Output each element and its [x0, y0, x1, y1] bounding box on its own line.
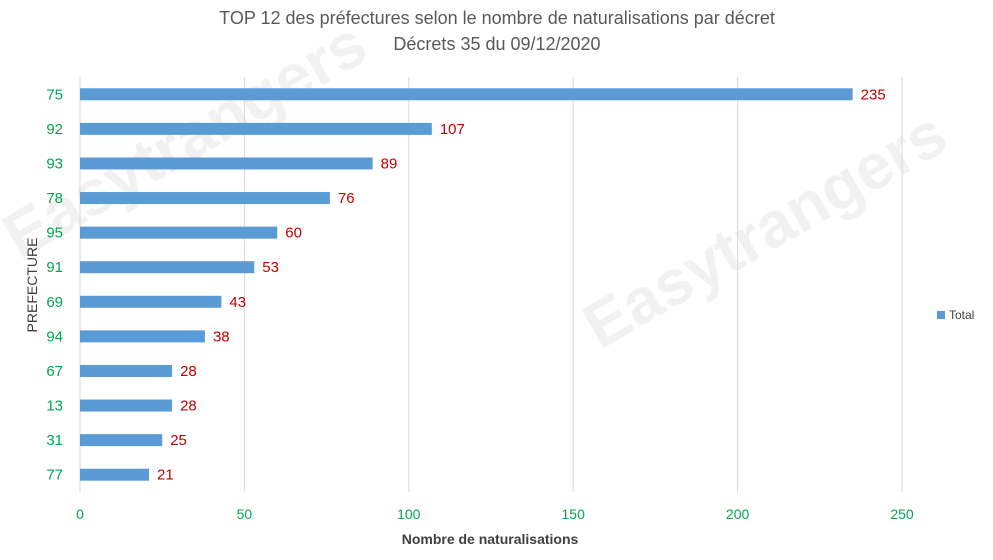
bar-75	[80, 88, 853, 101]
data-label: 60	[285, 225, 302, 242]
x-axis-title: Nombre de naturalisations	[402, 531, 579, 547]
bar-94	[80, 330, 205, 343]
data-label: 53	[262, 259, 279, 276]
bar-31	[80, 434, 163, 447]
y-tick-labels: 75 92 93 78 95 91 69 94 67 13 31 77	[46, 86, 63, 483]
chart-subtitle: Décrets 35 du 09/12/2020	[393, 34, 600, 54]
data-label: 21	[157, 467, 174, 484]
y-axis-title: PREFECTURE	[24, 238, 40, 333]
data-label: 235	[861, 86, 886, 103]
data-label: 25	[170, 432, 187, 449]
y-tick-label: 13	[46, 398, 63, 415]
bar-95	[80, 226, 278, 239]
x-tick-labels: 0 50 100 150 200 250	[76, 506, 914, 522]
y-tick-label: 95	[46, 225, 63, 242]
data-label: 89	[381, 155, 398, 172]
y-tick-label: 93	[46, 155, 63, 172]
bar-69	[80, 295, 222, 308]
y-tick-label: 67	[46, 363, 63, 380]
bar-78	[80, 192, 330, 205]
y-tick-label: 69	[46, 294, 63, 311]
data-label: 107	[440, 121, 465, 138]
y-tick-label: 91	[46, 259, 63, 276]
y-tick-label: 92	[46, 121, 63, 138]
data-label: 43	[229, 294, 246, 311]
x-tick-label: 200	[726, 506, 750, 522]
y-tick-label: 78	[46, 190, 63, 207]
y-tick-label: 77	[46, 467, 63, 484]
bar-91	[80, 261, 255, 274]
watermark: Easytrangers Easytrangers	[0, 7, 958, 362]
y-tick-label: 31	[46, 432, 63, 449]
bar-13	[80, 399, 173, 412]
grid	[79, 77, 903, 492]
legend: Total	[937, 308, 974, 322]
bars	[80, 88, 853, 481]
data-label: 28	[180, 398, 197, 415]
data-label: 38	[213, 328, 230, 345]
y-tick-label: 75	[46, 86, 63, 103]
svg-text:Easytrangers: Easytrangers	[571, 97, 958, 362]
bar-92	[80, 122, 432, 135]
bar-67	[80, 364, 173, 377]
legend-swatch	[937, 311, 945, 319]
chart-title: TOP 12 des préfectures selon le nombre d…	[219, 8, 775, 28]
bar-93	[80, 157, 373, 170]
y-tick-label: 94	[46, 328, 63, 345]
legend-label: Total	[949, 308, 974, 322]
x-tick-label: 0	[76, 506, 84, 522]
x-tick-label: 100	[397, 506, 421, 522]
data-label: 28	[180, 363, 197, 380]
x-tick-label: 250	[890, 506, 914, 522]
x-tick-label: 50	[237, 506, 253, 522]
x-tick-label: 150	[562, 506, 586, 522]
data-labels: 235 107 89 76 60 53 43 38 28 28 25 21	[157, 86, 886, 483]
data-label: 76	[338, 190, 355, 207]
bar-77	[80, 468, 150, 481]
